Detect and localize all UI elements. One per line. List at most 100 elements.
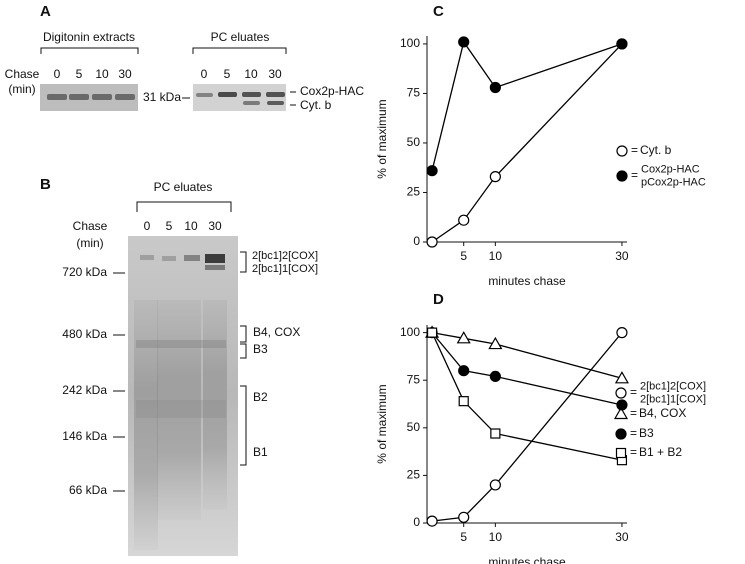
chase-label: (min): [8, 82, 35, 96]
panel-label: B: [40, 176, 51, 193]
x-tick-label: 5: [460, 530, 467, 544]
band-label: B2: [253, 390, 268, 404]
gel-bands: [47, 94, 135, 100]
band-label: B1: [253, 445, 268, 459]
y-tick-label: 75: [407, 372, 421, 386]
chase-label: Chase: [5, 67, 40, 81]
bracket: [192, 47, 287, 54]
lane-label: 10: [244, 67, 258, 81]
marker: [614, 371, 629, 384]
y-tick-label: 100: [400, 36, 420, 50]
y-tick-label: 75: [407, 86, 421, 100]
marker: [489, 370, 501, 383]
y-axis-label: % of maximum: [375, 99, 389, 178]
y-tick-label: 25: [407, 185, 421, 199]
marker: [489, 81, 501, 94]
marker: [458, 511, 470, 523]
panel-a: A Digitonin extracts PC eluates Chase (m…: [5, 3, 365, 112]
legend-label: Cox2p-HAC: [641, 163, 700, 175]
legend-label: pCox2p-HAC: [641, 176, 706, 188]
band-brackets: [240, 251, 247, 466]
panel-label: C: [433, 3, 444, 20]
marker: [456, 331, 471, 344]
y-tick-label: 0: [413, 515, 420, 529]
y-tick-label: 25: [407, 468, 421, 482]
y-tick-label: 0: [413, 234, 420, 248]
series-line: [431, 332, 623, 461]
lane-label: 10: [95, 67, 109, 81]
band-label: Cyt. b: [300, 98, 332, 112]
marker: [426, 165, 438, 177]
gel-title: PC eluates: [154, 180, 213, 194]
y-tick-label: 50: [407, 135, 421, 149]
legend-separator: =: [630, 445, 637, 459]
chase-label: (min): [76, 236, 103, 250]
legend-label: B3: [639, 426, 654, 440]
legend-separator: =: [631, 168, 638, 182]
marker: [616, 399, 628, 411]
series-line: [431, 332, 623, 522]
x-tick-label: 10: [489, 530, 503, 544]
marker: [489, 479, 501, 491]
legend-separator: =: [630, 406, 637, 420]
x-tick-label: 30: [615, 530, 629, 544]
gel-bands: [196, 92, 285, 105]
size-marker: 242 kDa: [62, 383, 107, 397]
panel-label: D: [433, 291, 444, 308]
size-marker: 66 kDa: [69, 483, 107, 497]
marker: [458, 214, 470, 226]
legend-label: B4, COX: [639, 406, 686, 420]
legend-label: 2[bc1]1[COX]: [640, 393, 706, 405]
marker: [458, 365, 470, 377]
marker: [426, 515, 438, 527]
lane-label: 30: [118, 67, 132, 81]
marker: [458, 36, 470, 48]
legend-separator: =: [630, 385, 637, 399]
x-axis-label: minutes chase: [488, 274, 566, 288]
legend-marker: [616, 145, 628, 157]
legend-marker: [613, 406, 629, 420]
legend-separator: =: [631, 143, 638, 157]
size-marker: 480 kDa: [62, 327, 107, 341]
band-label: Cox2p-HAC: [300, 84, 364, 98]
lane-label: 10: [184, 219, 198, 233]
x-tick-label: 10: [489, 249, 503, 263]
marker: [489, 171, 501, 183]
group-title: PC eluates: [211, 30, 270, 44]
series-line: [431, 40, 623, 171]
lane-label: 5: [166, 219, 173, 233]
group-title: Digitonin extracts: [43, 30, 135, 44]
band-label: 2[bc1]1[COX]: [252, 263, 318, 275]
y-axis-label: % of maximum: [375, 384, 389, 463]
legend-label: 2[bc1]2[COX]: [640, 380, 706, 392]
panel-b: B PC eluates Chase (min) 0 5 10 30 720 k…: [40, 176, 318, 556]
legend-marker: [616, 170, 628, 182]
x-tick-label: 30: [615, 249, 629, 263]
size-marker: 146 kDa: [62, 429, 107, 443]
lane-label: 0: [201, 67, 208, 81]
marker: [426, 327, 438, 338]
lane-label: 5: [76, 67, 83, 81]
legend-label: B1 + B2: [639, 445, 682, 459]
x-tick-label: 5: [460, 249, 467, 263]
lane-label: 0: [54, 67, 61, 81]
band-label: 2[bc1]2[COX]: [252, 250, 318, 262]
panel-label: A: [40, 3, 51, 20]
y-tick-label: 50: [407, 420, 421, 434]
legend-separator: =: [630, 426, 637, 440]
band-label: B3: [253, 342, 268, 356]
x-axis-label: minutes chase: [488, 555, 566, 564]
legend-marker: [615, 428, 627, 440]
band-label: B4, COX: [253, 325, 300, 339]
gel-lanes: [134, 254, 227, 550]
series-line: [431, 43, 623, 243]
series-line: [431, 332, 623, 406]
bracket: [40, 47, 139, 54]
marker: [458, 396, 469, 407]
series-line: [431, 331, 623, 379]
legend-label: Cyt. b: [640, 143, 672, 157]
marker: [616, 38, 628, 50]
marker: [616, 327, 628, 339]
